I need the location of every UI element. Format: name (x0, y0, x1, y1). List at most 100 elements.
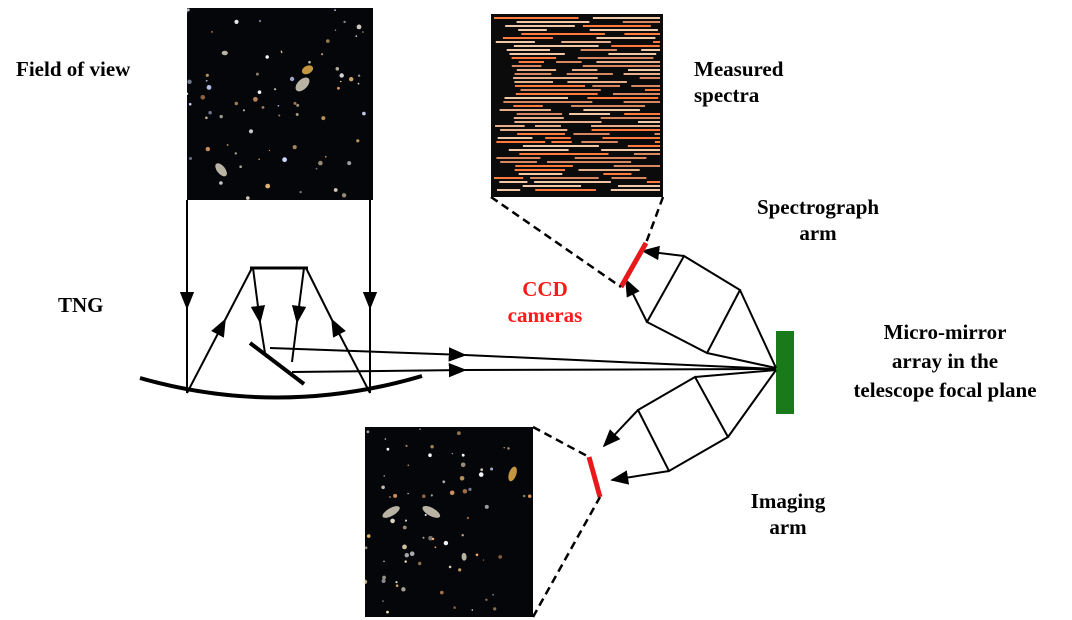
star (482, 559, 485, 561)
star (347, 161, 352, 166)
star (383, 475, 385, 477)
star (383, 560, 385, 563)
star (205, 79, 208, 82)
star (187, 79, 192, 85)
star (471, 609, 474, 611)
field-of-view-label: Field of view (16, 57, 131, 81)
star (282, 157, 287, 163)
star (366, 534, 371, 538)
star (457, 431, 461, 436)
star (257, 90, 262, 94)
star (185, 92, 189, 96)
star (292, 145, 297, 150)
star (265, 55, 269, 59)
star (357, 74, 361, 77)
star (274, 88, 277, 91)
star (265, 183, 271, 189)
incoming-light-rays (179, 200, 378, 393)
star (234, 101, 238, 106)
star (453, 606, 456, 609)
star (498, 555, 503, 559)
measured-spectra-line1: Measured (694, 57, 784, 81)
star (268, 149, 270, 152)
galaxy (461, 552, 467, 561)
star (484, 504, 489, 509)
star (239, 165, 242, 168)
ccd-cameras-line1: CCD (522, 277, 568, 301)
star (246, 196, 250, 200)
imaging-output-image (362, 427, 533, 617)
star (293, 101, 297, 105)
star (386, 447, 390, 451)
star (315, 167, 318, 170)
star (382, 600, 384, 602)
star (355, 35, 358, 38)
star (362, 111, 366, 116)
measured-spectra-line2: spectra (694, 83, 760, 107)
star (449, 490, 455, 496)
star (186, 8, 190, 12)
star (362, 31, 364, 33)
star (188, 102, 192, 106)
spectrograph-arm-line2: arm (799, 221, 837, 245)
imaging-arm (602, 369, 777, 485)
star (340, 80, 342, 83)
star (382, 575, 386, 580)
star (442, 480, 446, 484)
star (335, 67, 340, 71)
ccd-cameras-label: CCD cameras (490, 276, 600, 328)
star (430, 494, 433, 497)
star (528, 494, 532, 498)
star (389, 496, 391, 498)
imaging-box (636, 375, 730, 473)
star (459, 476, 465, 481)
star (490, 467, 494, 471)
star (434, 546, 437, 549)
star (326, 39, 330, 43)
star (299, 190, 302, 194)
star (321, 53, 324, 56)
star (407, 464, 410, 467)
star (422, 494, 426, 499)
spectrograph-arm (625, 245, 777, 369)
star (362, 579, 368, 584)
star (205, 73, 209, 77)
star (422, 536, 425, 539)
projection-dashed-lines (490, 195, 665, 618)
micromirror-line1: Micro-mirror (883, 320, 1007, 344)
star (208, 111, 212, 115)
star (492, 593, 494, 596)
spectrograph-ccd (618, 241, 649, 289)
star (234, 152, 237, 155)
star (261, 106, 265, 109)
galaxy (508, 466, 517, 482)
focal-plane-beams (269, 347, 777, 378)
spectrograph-arm-line1: Spectrograph (756, 195, 880, 219)
micromirror-line3: telescope focal plane (853, 378, 1037, 402)
galaxy (382, 506, 400, 518)
tertiary-mirror (248, 341, 306, 386)
star (289, 76, 295, 82)
star (357, 82, 360, 85)
star (258, 158, 261, 160)
star (401, 587, 406, 592)
star (381, 485, 385, 490)
star (428, 453, 432, 458)
star (462, 489, 468, 494)
star (253, 96, 258, 102)
star (393, 493, 398, 498)
star (402, 544, 407, 550)
star (226, 144, 229, 146)
field-of-view-image (185, 8, 373, 200)
star (200, 95, 206, 100)
star (428, 535, 433, 541)
star (333, 188, 338, 192)
star (206, 85, 212, 90)
star (205, 146, 210, 152)
galaxy (221, 50, 228, 56)
star (458, 568, 462, 572)
star (381, 579, 386, 583)
star (440, 590, 444, 595)
star (278, 114, 281, 117)
micromirror-array (776, 331, 794, 414)
